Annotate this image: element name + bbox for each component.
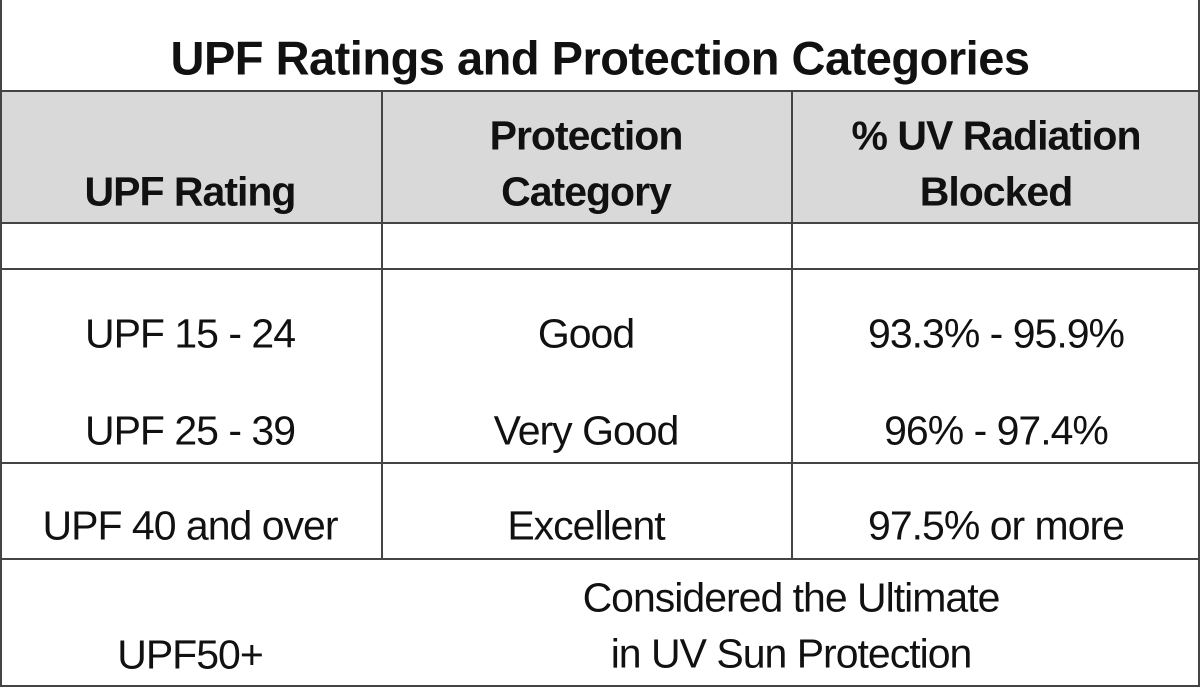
cell: UPF 15 - 24: [84, 310, 296, 357]
rule: [0, 558, 1200, 560]
rule: [381, 90, 383, 560]
rule: [0, 685, 1200, 687]
rule: [0, 90, 1200, 92]
rule: [0, 462, 1200, 464]
header-cell: UPF Rating: [84, 168, 297, 215]
cell: 97.5% or more: [868, 502, 1125, 549]
cell: 93.3% - 95.9%: [868, 310, 1125, 357]
cell: UPF50+: [117, 631, 264, 678]
cell: Good: [537, 310, 635, 357]
cell: Excellent: [507, 502, 665, 549]
cell: UPF 40 and over: [42, 502, 339, 549]
rule: [791, 90, 793, 560]
cell: 96% - 97.4%: [884, 407, 1109, 454]
rule: [1198, 0, 1200, 687]
rule: [0, 222, 1200, 224]
header-cell: Protection: [489, 112, 684, 159]
note-line: in UV Sun Protection: [610, 630, 973, 677]
cell: Very Good: [493, 407, 680, 454]
rule: [0, 268, 1200, 270]
note-line: Considered the Ultimate: [582, 574, 1001, 621]
title: UPF Ratings and Protection Categories: [170, 31, 1030, 85]
header-cell: % UV Radiation: [851, 112, 1142, 159]
cell: UPF 25 - 39: [84, 407, 296, 454]
header-cell: Blocked: [919, 168, 1073, 215]
rule: [0, 0, 2, 687]
header-cell: Category: [501, 168, 672, 215]
header-band: [0, 90, 1200, 222]
